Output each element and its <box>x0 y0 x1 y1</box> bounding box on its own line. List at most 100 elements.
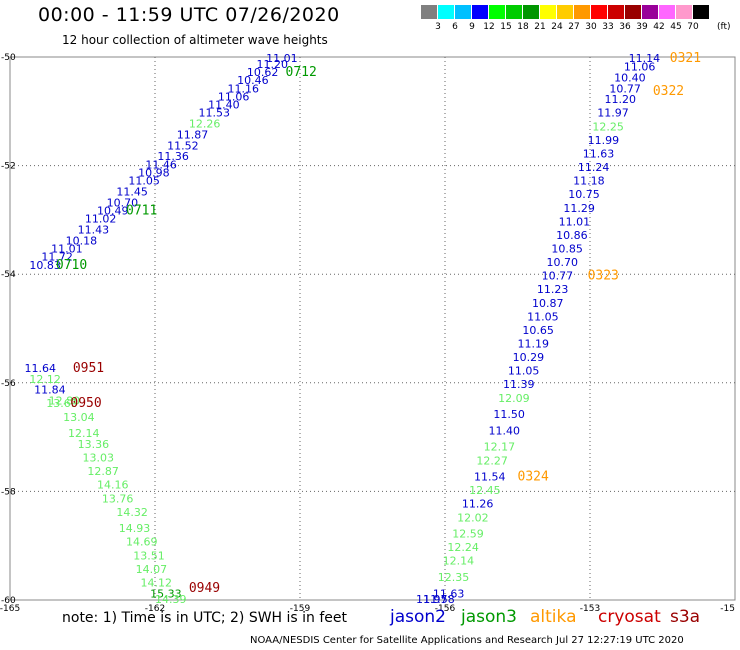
color-scale-swatch <box>591 5 607 19</box>
wave-height-value: 12.80 <box>49 395 81 408</box>
wave-height-value: 13.36 <box>78 438 110 451</box>
wave-height-value: 10.18 <box>66 234 98 247</box>
pass-time-label: 0951 <box>73 361 104 376</box>
wave-height-value: 11.40 <box>208 99 240 112</box>
wave-height-value: 11.63 <box>433 587 465 600</box>
wave-height-value: 11.01 <box>51 242 82 255</box>
color-scale-swatch <box>455 5 471 19</box>
pass-time-label: 0950 <box>70 396 101 411</box>
wave-height-value: 11.36 <box>157 150 189 163</box>
wave-height-value: 10.98 <box>138 166 170 179</box>
lat-tick-label: -56 <box>1 379 16 389</box>
wave-height-value: 12.17 <box>484 441 515 454</box>
wave-height-value: 11.19 <box>518 338 550 351</box>
color-scale-label: 15 <box>500 22 512 32</box>
legend-jason2: jason2 <box>390 607 446 627</box>
wave-height-value: 11.52 <box>167 139 199 152</box>
wave-height-value: 11.43 <box>78 223 110 236</box>
wave-height-value: 14.69 <box>126 536 158 549</box>
legend-s3a: s3a <box>670 607 701 627</box>
wave-height-value: 11.01 <box>559 215 591 228</box>
wave-height-value: 11.50 <box>493 408 525 421</box>
wave-height-value: 11.58 <box>423 593 455 606</box>
color-scale-label: 27 <box>568 22 580 32</box>
wave-height-value: 11.97 <box>597 107 629 120</box>
wave-height-value: 12.26 <box>189 118 221 131</box>
footer-credit: NOAA/NESDIS Center for Satellite Applica… <box>250 635 684 646</box>
wave-height-value: 11.26 <box>462 498 494 511</box>
wave-height-value: 12.09 <box>498 392 529 405</box>
wave-height-value: 12.25 <box>592 120 624 133</box>
wave-height-value: 15.33 <box>150 587 182 600</box>
color-scale-label: 33 <box>602 22 614 32</box>
color-scale-swatch <box>608 5 624 19</box>
lat-tick-label: -50 <box>1 53 16 63</box>
pass-time-label: 0322 <box>653 84 684 99</box>
wave-height-value: 13.04 <box>63 411 95 424</box>
color-scale-label: 18 <box>517 22 529 32</box>
wave-height-value: 10.65 <box>522 324 554 337</box>
wave-height-value: 11.05 <box>508 365 540 378</box>
color-scale-swatch <box>540 5 556 19</box>
lat-tick-label: -58 <box>1 487 16 497</box>
wave-height-value: 11.87 <box>177 128 209 141</box>
wave-height-value: 13.03 <box>83 452 115 465</box>
color-scale-label: 70 <box>687 22 699 32</box>
wave-height-value: 12.59 <box>452 528 484 541</box>
color-scale-label: 3 <box>435 22 441 32</box>
wave-height-value: 11.54 <box>474 471 506 484</box>
color-scale-unit: (ft) <box>717 22 731 32</box>
wave-height-value: 13.76 <box>102 492 134 505</box>
color-scale-label: 12 <box>483 22 495 32</box>
wave-height-value: 10.40 <box>614 71 646 84</box>
wave-height-value: 12.12 <box>29 373 61 386</box>
wave-height-value: 11.99 <box>588 134 620 147</box>
wave-height-value: 11.20 <box>605 93 637 106</box>
wave-height-value: 10.62 <box>247 66 278 79</box>
wave-height-value: 10.87 <box>532 297 564 310</box>
wave-height-value: 10.29 <box>513 351 545 364</box>
wave-height-value: 11.06 <box>218 90 250 103</box>
wave-height-value: 11.72 <box>41 251 73 264</box>
wave-height-value: 10.70 <box>107 196 138 209</box>
wave-height-value: 10.46 <box>237 74 269 87</box>
lat-tick-label: -60 <box>1 596 16 606</box>
color-scale-label: 45 <box>670 22 682 32</box>
color-scale-label: 9 <box>469 22 475 32</box>
wave-height-value: 14.16 <box>97 479 129 492</box>
color-scale-swatch <box>489 5 505 19</box>
wave-height-value: 10.75 <box>568 188 600 201</box>
wave-height-value: 11.06 <box>624 61 656 74</box>
wave-height-value: 10.86 <box>556 229 588 242</box>
wave-height-value: 10.77 <box>609 82 641 95</box>
color-scale-swatch <box>523 5 539 19</box>
color-scale-label: 39 <box>636 22 648 32</box>
wave-height-value: 11.63 <box>583 147 615 160</box>
wave-height-value: 11.45 <box>116 185 148 198</box>
color-scale-label: 36 <box>619 22 631 32</box>
wave-height-value: 11.18 <box>573 175 605 188</box>
wave-height-value: 11.20 <box>257 58 289 71</box>
wave-height-value: 11.05 <box>128 175 160 188</box>
wave-height-value: 12.14 <box>68 427 100 440</box>
pass-time-label: 0711 <box>126 203 157 218</box>
wave-height-value: 14.12 <box>141 576 173 589</box>
color-scale-swatch <box>421 5 437 19</box>
wave-height-value: 11.24 <box>578 161 610 174</box>
color-scale-swatch <box>676 5 692 19</box>
wave-height-value: 10.85 <box>551 242 583 255</box>
color-scale-swatch <box>642 5 658 19</box>
color-scale-swatch <box>557 5 573 19</box>
wave-height-value: 11.29 <box>563 202 595 215</box>
wave-height-value: 12.35 <box>438 571 470 584</box>
wave-height-value: 11.97 <box>416 593 448 606</box>
wave-height-value: 12.27 <box>476 454 508 467</box>
wave-height-value: 12.45 <box>469 484 501 497</box>
color-scale-swatch <box>574 5 590 19</box>
color-scale-label: 30 <box>585 22 597 32</box>
wave-height-value: 13.69 <box>46 397 78 410</box>
wave-height-value: 14.07 <box>136 563 168 576</box>
color-scale-swatch <box>472 5 488 19</box>
wave-height-value: 14.39 <box>155 593 187 606</box>
